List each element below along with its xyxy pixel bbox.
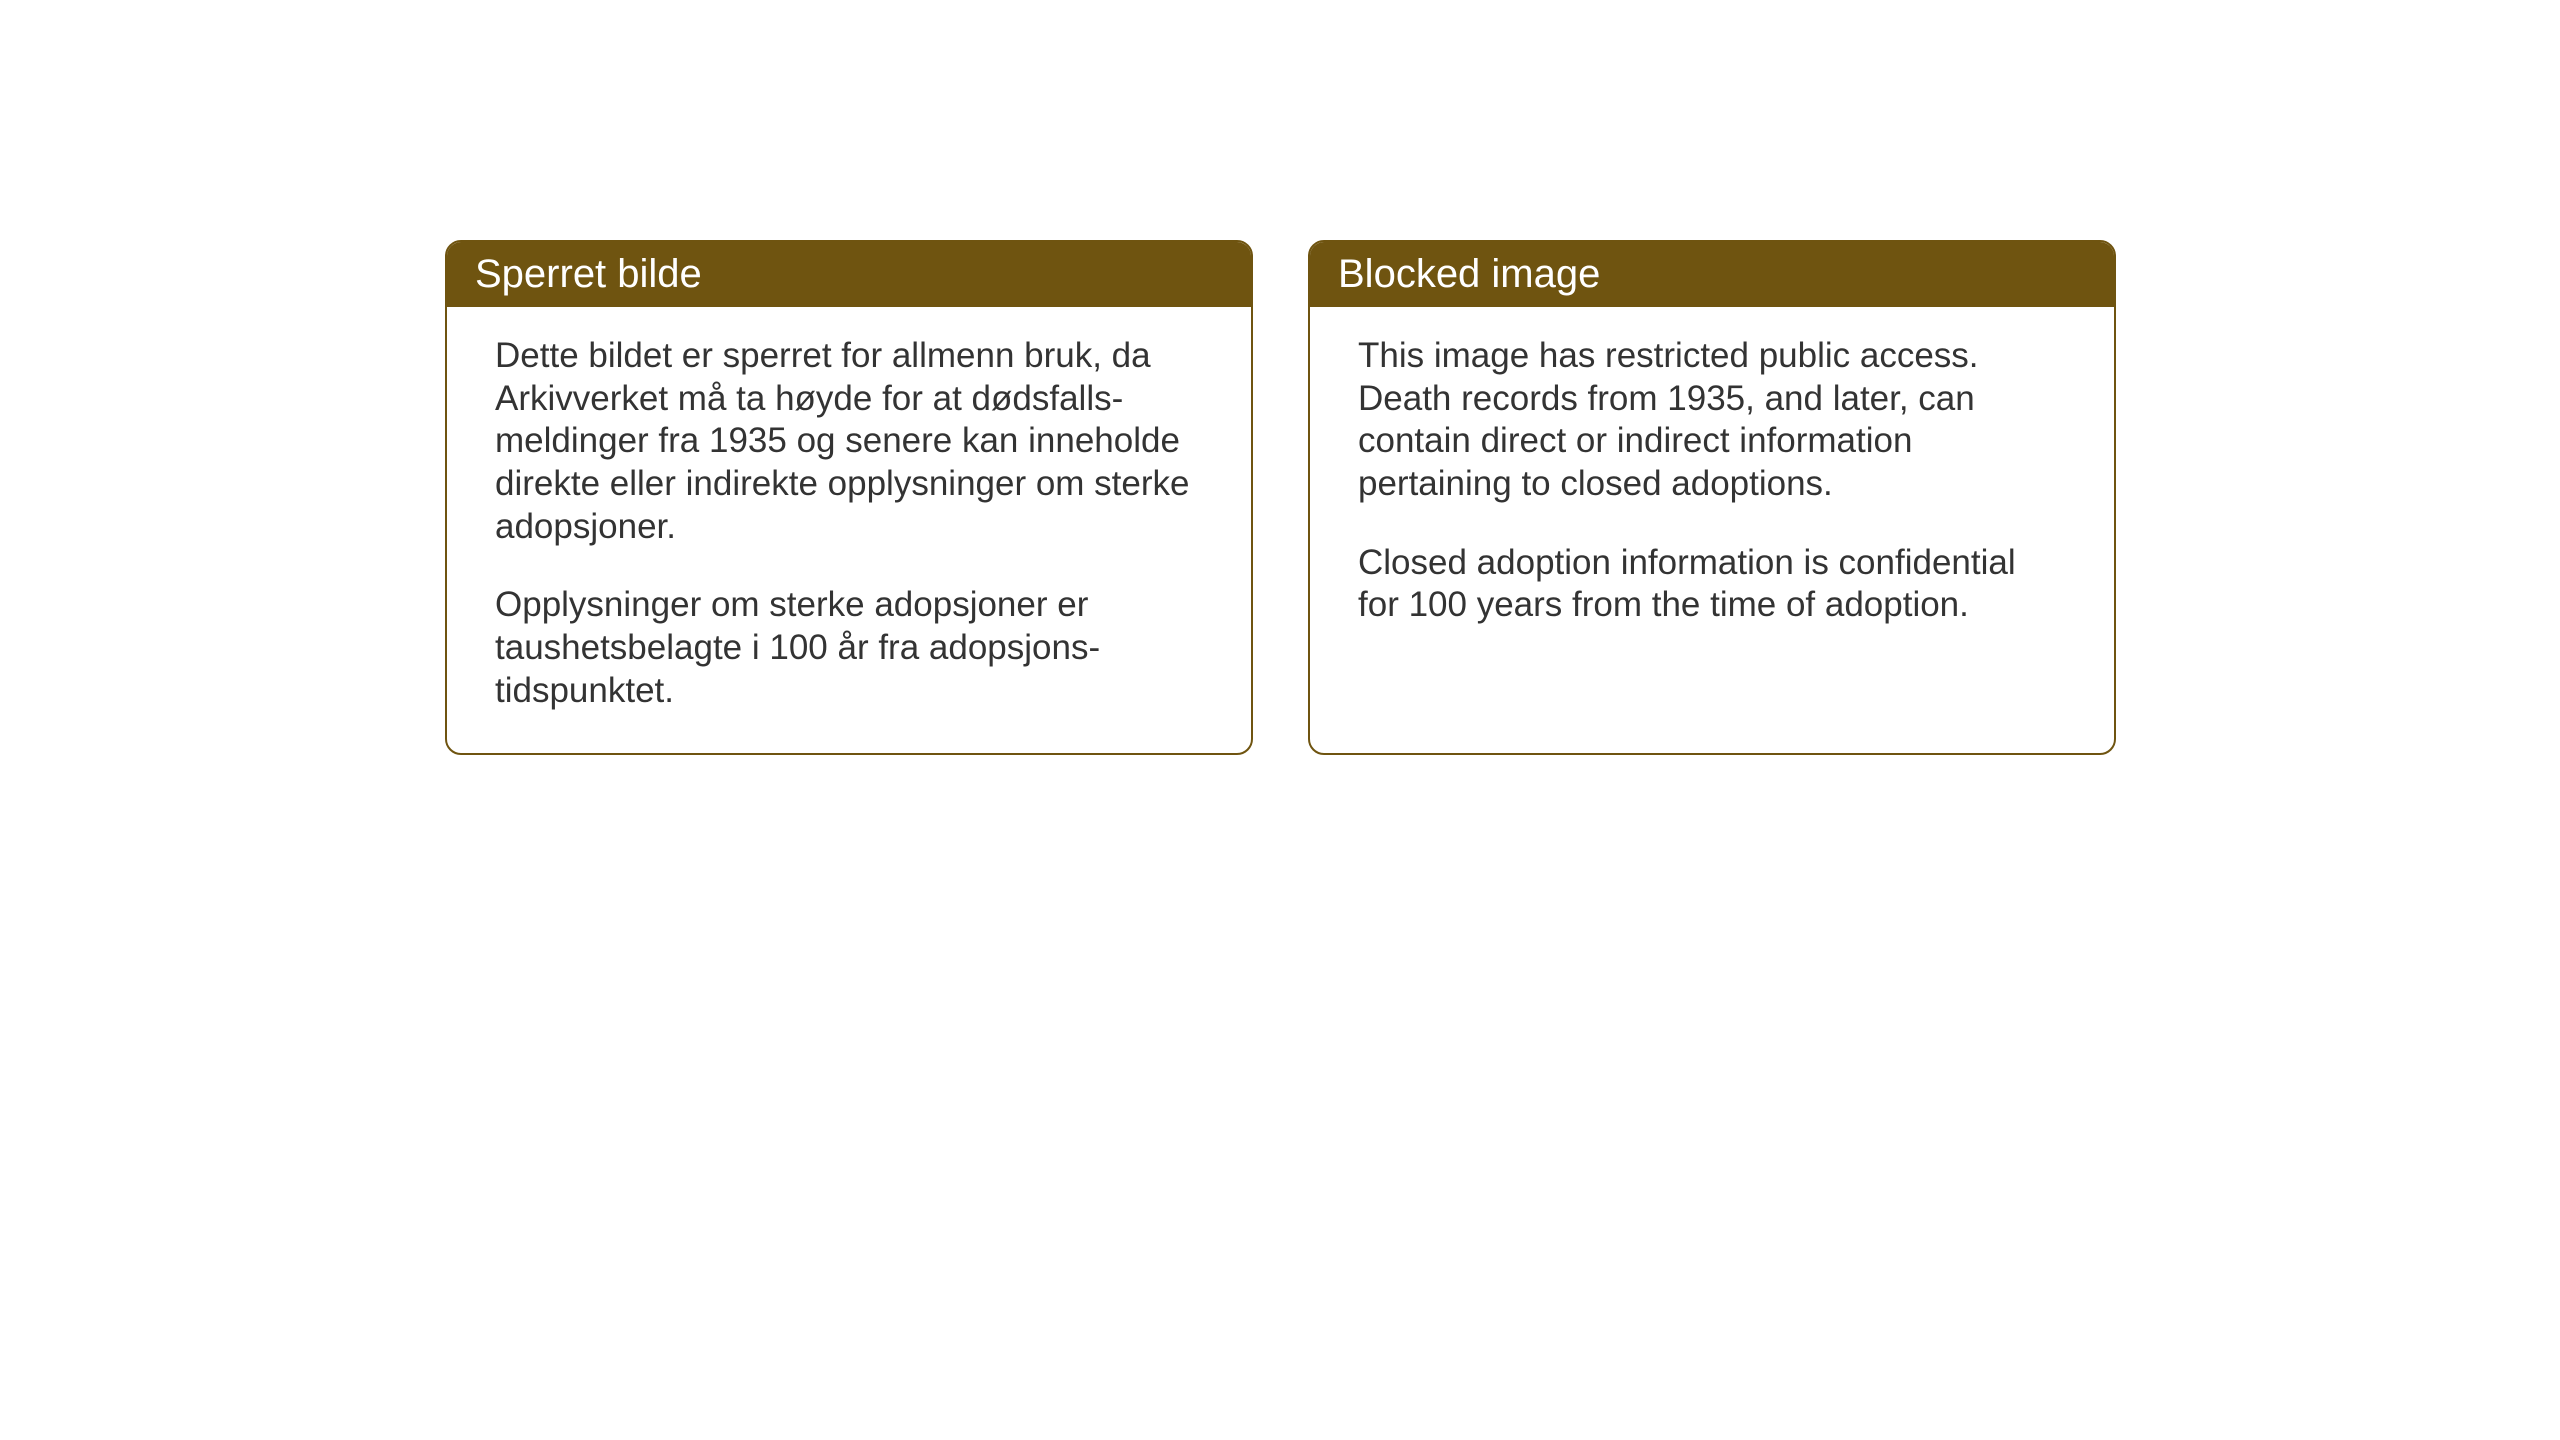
norwegian-card-body: Dette bildet er sperret for allmenn bruk…	[447, 307, 1251, 753]
english-paragraph-1: This image has restricted public access.…	[1358, 335, 2066, 506]
norwegian-notice-card: Sperret bilde Dette bildet er sperret fo…	[445, 240, 1253, 755]
english-card-body: This image has restricted public access.…	[1310, 307, 2114, 667]
norwegian-paragraph-1: Dette bildet er sperret for allmenn bruk…	[495, 335, 1203, 548]
norwegian-card-title: Sperret bilde	[475, 252, 702, 296]
english-paragraph-2: Closed adoption information is confident…	[1358, 542, 2066, 627]
english-card-header: Blocked image	[1310, 242, 2114, 307]
norwegian-card-header: Sperret bilde	[447, 242, 1251, 307]
norwegian-paragraph-2: Opplysninger om sterke adopsjoner er tau…	[495, 584, 1203, 712]
english-card-title: Blocked image	[1338, 252, 1600, 296]
notice-container: Sperret bilde Dette bildet er sperret fo…	[445, 240, 2116, 755]
english-notice-card: Blocked image This image has restricted …	[1308, 240, 2116, 755]
